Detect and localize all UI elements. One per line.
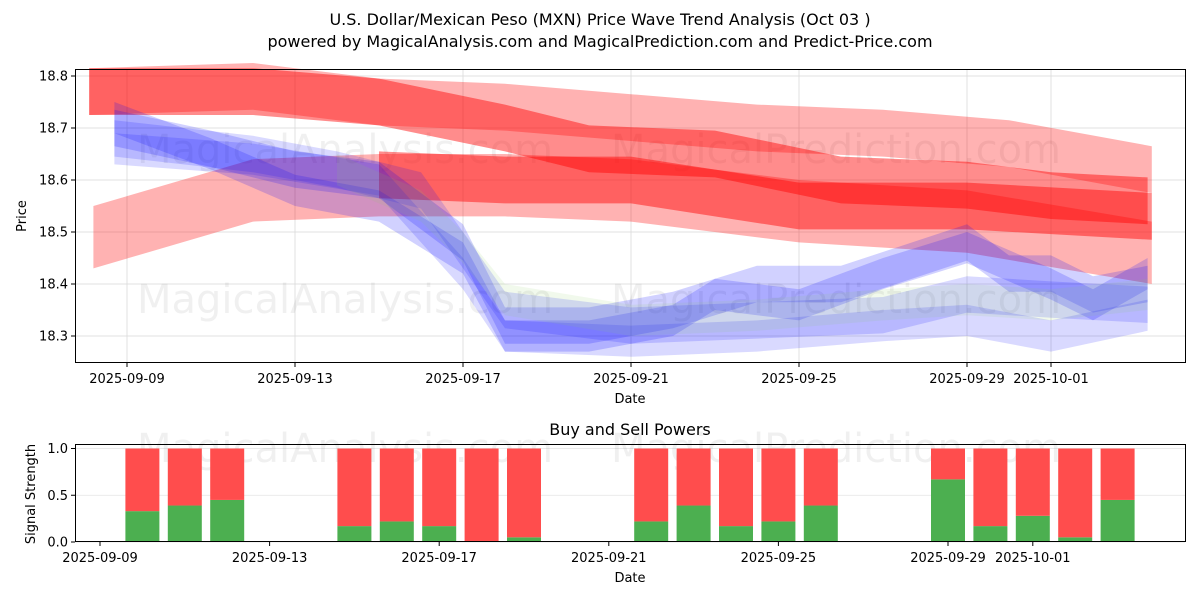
sell-bar: [973, 448, 1008, 527]
signal-ytick-label: 0.0: [47, 536, 68, 551]
red-band-rising: [93, 154, 1152, 284]
buy-bar: [507, 537, 541, 542]
buy-bar: [634, 521, 669, 542]
sell-bar: [125, 448, 160, 512]
price-xtick-label: 2025-09-21: [593, 372, 669, 387]
blue-band-3: [114, 120, 1148, 344]
price-grid: [75, 69, 1185, 363]
signal-xtick-label: 2025-09-09: [62, 551, 138, 566]
sell-bar: [1058, 448, 1093, 538]
price-axes-frame: [75, 69, 1186, 363]
signal-xtick-label: 2025-09-13: [232, 551, 308, 566]
sell-bar: [337, 448, 372, 527]
price-ytick-label: 18.3: [39, 330, 68, 345]
signal-title: Buy and Sell Powers: [549, 420, 711, 439]
signal-ytick-label: 0.5: [47, 489, 68, 504]
buy-bar: [1100, 499, 1135, 542]
price-ytick-label: 18.8: [39, 70, 68, 85]
blue-band-1: [114, 109, 1148, 344]
watermark-1: MagicalAnalysis.com: [137, 127, 553, 173]
red-band-main: [89, 68, 1148, 225]
price-ytick-label: 18.7: [39, 122, 68, 137]
sell-bar: [422, 448, 457, 527]
sell-bar: [761, 448, 796, 522]
blue-band-4: [114, 133, 1148, 357]
chart-subtitle: powered by MagicalAnalysis.com and Magic…: [267, 32, 933, 51]
sell-bar: [931, 448, 965, 480]
signal-ticks: 2025-09-09 2025-09-13 2025-09-17 2025-09-21…: [47, 442, 1070, 566]
buy-bar: [337, 526, 372, 542]
sell-bar: [1015, 448, 1050, 516]
price-ytick-label: 18.6: [39, 174, 68, 189]
buy-bar: [973, 526, 1008, 542]
watermark-4: MagicalPrediction.com: [611, 277, 1061, 323]
signal-axes-frame: [75, 444, 1186, 542]
sell-bar: [210, 448, 245, 500]
buy-bar: [210, 499, 245, 542]
price-ticks: 2025-09-09 2025-09-13 2025-09-17 2025-09-21…: [39, 70, 1089, 388]
price-xtick-label: 2025-09-17: [425, 372, 501, 387]
sell-bar: [464, 448, 499, 542]
price-xlabel: Date: [614, 392, 645, 407]
buy-bar: [803, 505, 838, 542]
signal-ytick-label: 1.0: [47, 442, 68, 457]
sell-bar: [1100, 448, 1135, 500]
buy-bar: [676, 505, 711, 542]
signal-ylabel: Signal Strength: [24, 444, 39, 544]
buy-bar: [379, 521, 414, 542]
price-xtick-label: 2025-09-09: [89, 372, 165, 387]
price-bands: [89, 63, 1152, 357]
buy-bar: [1015, 515, 1050, 542]
price-xtick-label: 2025-10-01: [1013, 372, 1089, 387]
watermark-3: MagicalAnalysis.com: [137, 277, 553, 323]
signal-xtick-label: 2025-09-17: [401, 551, 477, 566]
price-ylabel: Price: [15, 200, 30, 232]
price-xtick-label: 2025-09-25: [761, 372, 837, 387]
buy-bar: [719, 526, 753, 542]
buy-bar: [125, 511, 160, 542]
green-band: [337, 154, 1148, 336]
signal-xtick-label: 2025-10-01: [995, 551, 1071, 566]
buy-bar: [1058, 537, 1093, 542]
signal-xtick-label: 2025-09-25: [741, 551, 817, 566]
sell-bar: [507, 448, 541, 538]
sell-bar: [634, 448, 669, 522]
red-band-lower: [379, 151, 1152, 240]
price-ytick-label: 18.5: [39, 226, 68, 241]
price-ytick-label: 18.4: [39, 278, 68, 293]
signal-xlabel: Date: [614, 571, 645, 586]
buy-bar: [167, 505, 202, 542]
buy-bar: [422, 526, 457, 542]
sell-bar: [676, 448, 711, 506]
sell-bar: [167, 448, 202, 506]
sell-bar: [379, 448, 414, 522]
buy-bar: [931, 479, 965, 542]
price-xtick-label: 2025-09-13: [257, 372, 333, 387]
signal-panel: Buy and Sell Powers MagicalAnalysis.com …: [24, 420, 1186, 586]
signal-bars: [125, 448, 1135, 542]
watermark-2: MagicalPrediction.com: [611, 127, 1061, 173]
price-xtick-label: 2025-09-29: [929, 372, 1005, 387]
signal-xtick-label: 2025-09-21: [571, 551, 647, 566]
sell-bar: [803, 448, 838, 506]
chart-title: U.S. Dollar/Mexican Peso (MXN) Price Wav…: [329, 10, 871, 29]
price-panel: MagicalAnalysis.com MagicalPrediction.co…: [15, 63, 1186, 407]
signal-xtick-label: 2025-09-29: [910, 551, 986, 566]
red-band-upper: [89, 63, 1152, 193]
buy-bar: [761, 521, 796, 542]
sell-bar: [719, 448, 753, 527]
